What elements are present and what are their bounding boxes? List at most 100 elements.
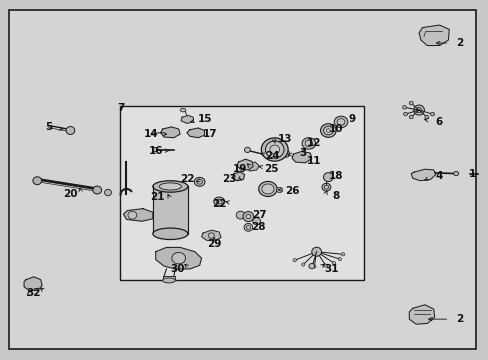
Ellipse shape	[244, 224, 252, 231]
Ellipse shape	[453, 171, 458, 176]
Text: 2: 2	[455, 38, 463, 48]
Polygon shape	[418, 25, 448, 45]
Text: 28: 28	[250, 222, 265, 232]
Ellipse shape	[153, 228, 187, 239]
Ellipse shape	[33, 177, 41, 185]
Ellipse shape	[292, 258, 296, 262]
Text: 3: 3	[299, 148, 306, 158]
Polygon shape	[410, 169, 435, 181]
Ellipse shape	[323, 173, 332, 181]
Ellipse shape	[320, 124, 335, 137]
Ellipse shape	[312, 265, 315, 268]
Ellipse shape	[245, 225, 250, 229]
Ellipse shape	[162, 278, 175, 283]
Polygon shape	[278, 149, 289, 158]
Polygon shape	[292, 151, 311, 163]
Text: 21: 21	[150, 192, 164, 202]
Text: 2: 2	[455, 314, 463, 324]
Text: 32: 32	[26, 288, 41, 298]
Ellipse shape	[308, 264, 314, 269]
Text: 30: 30	[170, 264, 184, 274]
Ellipse shape	[413, 105, 424, 115]
Ellipse shape	[213, 197, 224, 206]
Ellipse shape	[311, 247, 321, 256]
Ellipse shape	[341, 253, 344, 256]
Polygon shape	[160, 127, 180, 138]
Ellipse shape	[408, 115, 412, 119]
Ellipse shape	[338, 257, 341, 261]
Text: 7: 7	[117, 103, 124, 113]
Ellipse shape	[180, 108, 185, 112]
Ellipse shape	[269, 145, 279, 154]
Ellipse shape	[323, 126, 332, 135]
Text: 6: 6	[434, 117, 441, 127]
Polygon shape	[24, 277, 42, 291]
Ellipse shape	[336, 119, 344, 125]
Ellipse shape	[331, 261, 335, 265]
Ellipse shape	[326, 129, 330, 132]
Polygon shape	[408, 305, 434, 324]
Ellipse shape	[252, 218, 260, 225]
Text: 26: 26	[285, 186, 299, 197]
Ellipse shape	[171, 252, 185, 264]
Ellipse shape	[261, 184, 273, 194]
Text: 22: 22	[180, 174, 194, 184]
Polygon shape	[201, 230, 221, 241]
Text: 8: 8	[332, 191, 339, 201]
Ellipse shape	[104, 189, 111, 196]
Ellipse shape	[324, 185, 328, 189]
Ellipse shape	[276, 187, 282, 193]
Text: 16: 16	[148, 145, 163, 156]
Text: 17: 17	[203, 129, 217, 139]
Text: 5: 5	[45, 122, 52, 132]
Polygon shape	[123, 209, 153, 221]
Text: 11: 11	[306, 156, 321, 166]
Ellipse shape	[93, 186, 102, 194]
Text: 24: 24	[265, 150, 280, 161]
Ellipse shape	[333, 116, 347, 128]
Text: 31: 31	[324, 264, 338, 274]
Ellipse shape	[244, 147, 250, 153]
Bar	[120, 107, 363, 280]
Ellipse shape	[243, 212, 253, 222]
Polygon shape	[181, 116, 193, 123]
Ellipse shape	[301, 263, 305, 266]
Ellipse shape	[416, 108, 421, 113]
Text: 23: 23	[221, 174, 236, 184]
Text: 15: 15	[198, 114, 212, 124]
Text: 14: 14	[143, 129, 158, 139]
Polygon shape	[236, 159, 253, 170]
Text: 4: 4	[435, 171, 442, 181]
Ellipse shape	[261, 138, 287, 161]
Ellipse shape	[128, 211, 137, 219]
Ellipse shape	[305, 140, 312, 147]
Ellipse shape	[236, 211, 244, 219]
Ellipse shape	[408, 101, 412, 105]
Ellipse shape	[302, 138, 315, 149]
Text: 1: 1	[468, 168, 475, 179]
Ellipse shape	[322, 183, 330, 191]
Text: 18: 18	[328, 171, 343, 181]
Ellipse shape	[196, 180, 202, 184]
Ellipse shape	[245, 215, 250, 219]
Text: 13: 13	[277, 134, 292, 144]
Ellipse shape	[152, 147, 157, 152]
Ellipse shape	[194, 177, 204, 186]
Polygon shape	[162, 276, 175, 280]
Ellipse shape	[424, 115, 428, 119]
Ellipse shape	[403, 112, 407, 116]
Text: 9: 9	[347, 114, 355, 124]
Text: 12: 12	[306, 139, 320, 148]
Ellipse shape	[258, 181, 277, 197]
Ellipse shape	[66, 127, 75, 134]
Ellipse shape	[324, 264, 327, 267]
Polygon shape	[246, 162, 259, 171]
Text: 10: 10	[328, 124, 343, 134]
Text: 25: 25	[264, 163, 278, 174]
Ellipse shape	[265, 141, 284, 158]
Text: 29: 29	[206, 239, 221, 249]
Ellipse shape	[216, 199, 222, 204]
Polygon shape	[156, 247, 201, 269]
Ellipse shape	[159, 183, 181, 190]
Text: 19: 19	[232, 163, 246, 174]
